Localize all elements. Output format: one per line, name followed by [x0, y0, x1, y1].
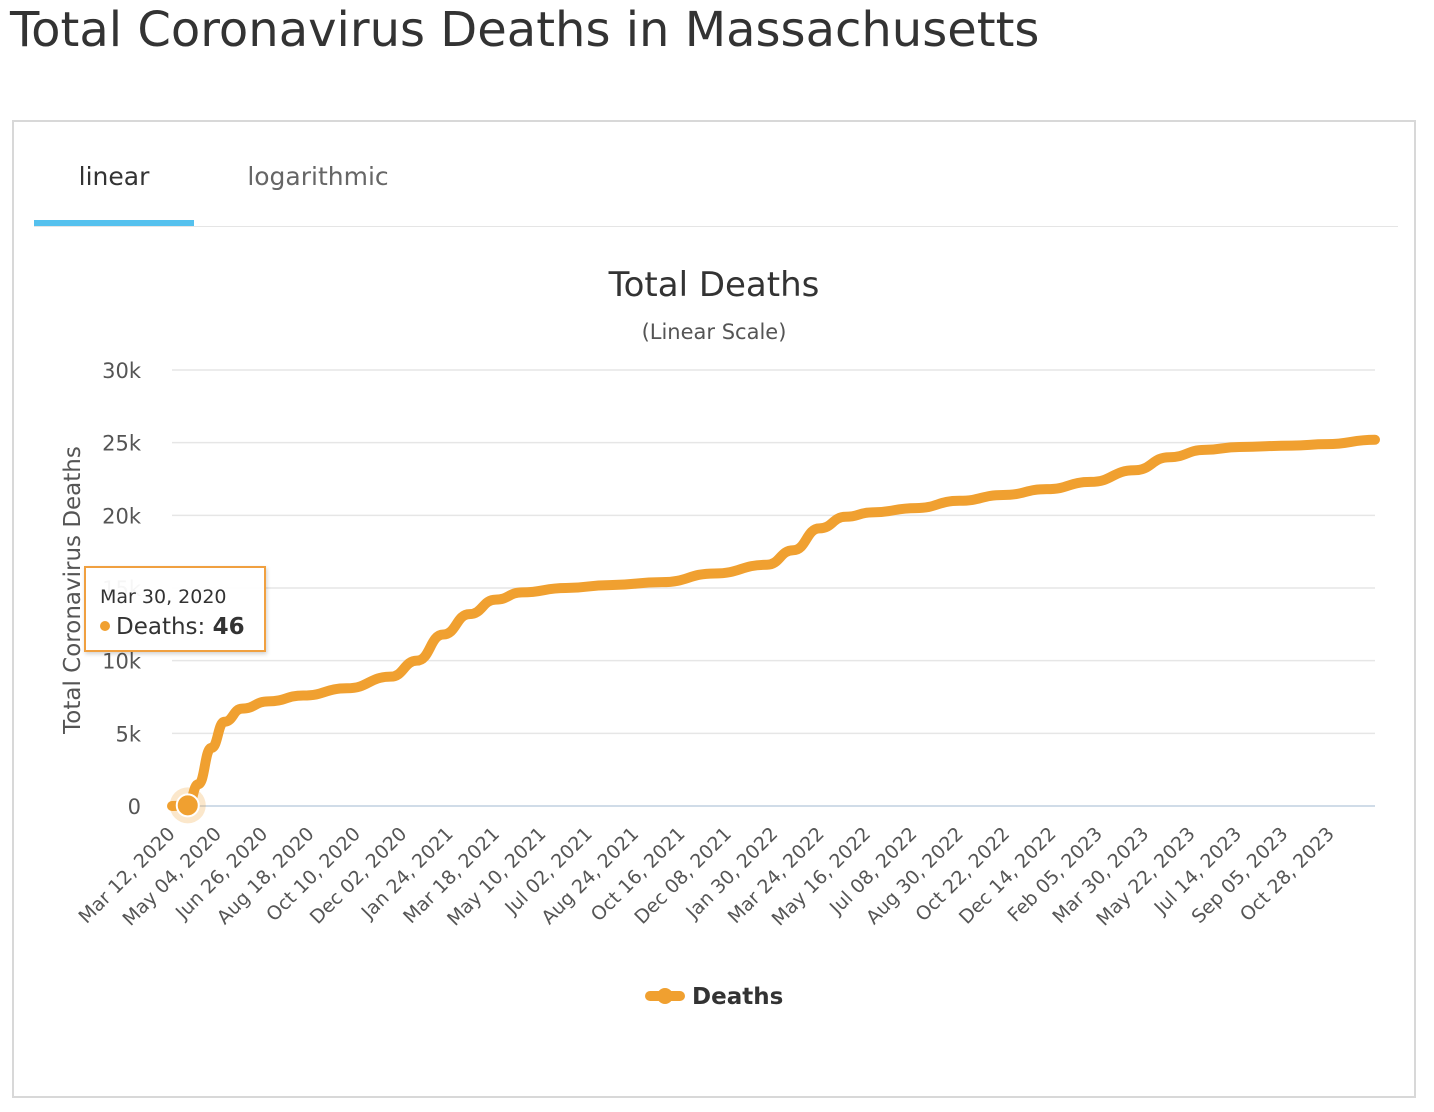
chart-title: Total Deaths — [608, 265, 820, 305]
y-tick-label: 5k — [115, 722, 141, 746]
y-axis-title: Total Coronavirus Deaths — [60, 446, 86, 735]
tooltip-value: 46 — [212, 614, 245, 640]
legend-marker — [657, 988, 673, 1004]
page-title: Total Coronavirus Deaths in Massachusett… — [10, 2, 1040, 58]
scale-tabs: linear logarithmic — [34, 122, 1398, 227]
tab-linear[interactable]: linear — [34, 162, 194, 226]
y-tick-label: 10k — [102, 650, 142, 674]
tooltip-separator: : — [197, 614, 206, 640]
y-tick-label: 20k — [102, 504, 142, 528]
chart-subtitle: (Linear Scale) — [642, 320, 787, 344]
highlight-point — [175, 793, 200, 818]
y-tick-label: 25k — [102, 432, 142, 456]
y-tick-label: 30k — [102, 359, 142, 383]
tab-logarithmic[interactable]: logarithmic — [247, 162, 389, 191]
tooltip-series-name: Deaths — [116, 614, 198, 640]
series-line-deaths — [167, 434, 1380, 811]
legend-label: Deaths — [692, 984, 783, 1010]
y-tick-label: 0 — [128, 795, 141, 819]
tooltip-row: Deaths: 46 — [100, 614, 245, 640]
tooltip-date: Mar 30, 2020 — [100, 586, 227, 608]
data-tooltip: Mar 30, 2020 Deaths: 46 — [84, 566, 266, 652]
series-dot-icon — [100, 620, 110, 631]
